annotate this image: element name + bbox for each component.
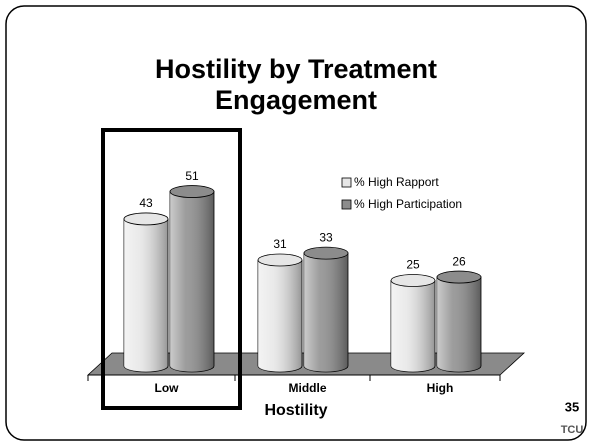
bar-shading xyxy=(304,253,348,372)
bar-top xyxy=(169,185,215,198)
bar-top xyxy=(436,270,482,284)
bar-top xyxy=(257,253,303,267)
data-label: 31 xyxy=(273,237,287,251)
x-axis-label: Hostility xyxy=(264,402,327,419)
logo: TCU xyxy=(561,424,584,436)
x-tick-label: Middle xyxy=(289,381,327,395)
bar-top xyxy=(123,212,169,226)
legend-label: % High Rapport xyxy=(354,175,439,189)
chart-title: Hostility by Treatment Engagement xyxy=(154,54,438,115)
data-label: 51 xyxy=(185,169,199,183)
bar-shading xyxy=(124,218,168,372)
bar-shading xyxy=(437,277,481,372)
legend-label: % High Participation xyxy=(354,197,462,211)
slide-number: 35 xyxy=(565,399,579,414)
legend-swatch xyxy=(341,177,352,188)
plot: 43 31 25 51 33 26 xyxy=(87,169,501,381)
bar-shading xyxy=(391,280,435,372)
data-label: 33 xyxy=(319,230,333,244)
bar-top xyxy=(390,274,436,287)
highlight-box xyxy=(101,128,242,410)
bar-shading xyxy=(258,259,302,372)
bar-shading xyxy=(170,191,214,372)
data-label: 25 xyxy=(406,258,420,272)
data-label: 26 xyxy=(452,254,466,268)
bar-top xyxy=(303,246,349,260)
legend-swatch xyxy=(341,199,352,210)
x-tick-label: Low xyxy=(155,381,180,395)
x-tick-label: High xyxy=(427,381,454,395)
data-label: 43 xyxy=(139,196,153,210)
